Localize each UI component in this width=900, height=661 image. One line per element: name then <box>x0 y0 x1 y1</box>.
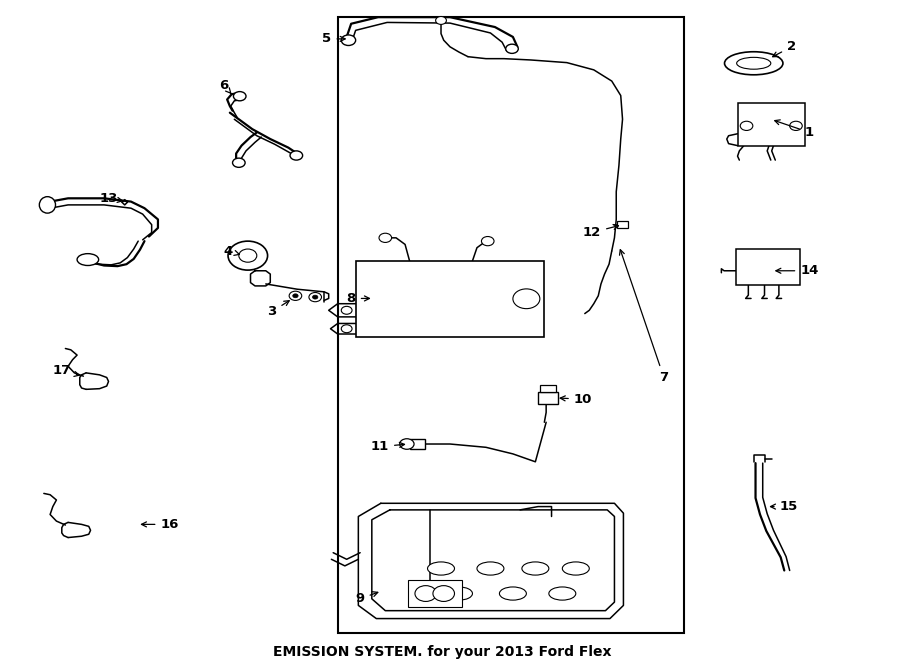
Bar <box>538 392 558 404</box>
Circle shape <box>379 233 392 243</box>
Text: EMISSION SYSTEM. for your 2013 Ford Flex: EMISSION SYSTEM. for your 2013 Ford Flex <box>274 644 626 658</box>
Circle shape <box>341 306 352 314</box>
Bar <box>408 580 462 607</box>
Bar <box>736 249 800 286</box>
Bar <box>617 221 628 228</box>
Ellipse shape <box>40 197 56 213</box>
Text: 13: 13 <box>99 192 123 205</box>
Circle shape <box>789 121 802 130</box>
Circle shape <box>506 44 518 54</box>
Ellipse shape <box>77 254 99 266</box>
Text: 12: 12 <box>583 225 618 239</box>
Text: 14: 14 <box>776 264 819 277</box>
Text: 3: 3 <box>267 301 289 318</box>
Ellipse shape <box>737 58 770 69</box>
Circle shape <box>433 586 454 602</box>
Ellipse shape <box>500 587 526 600</box>
Circle shape <box>238 249 256 262</box>
Circle shape <box>341 35 356 46</box>
Text: 16: 16 <box>141 518 179 531</box>
Ellipse shape <box>724 52 783 75</box>
Text: 2: 2 <box>773 40 796 57</box>
Bar <box>738 103 805 145</box>
Circle shape <box>232 158 245 167</box>
Circle shape <box>341 325 352 332</box>
Ellipse shape <box>522 562 549 575</box>
Text: 10: 10 <box>560 393 592 406</box>
Text: 5: 5 <box>322 32 346 46</box>
Ellipse shape <box>549 587 576 600</box>
Circle shape <box>290 151 302 160</box>
Ellipse shape <box>477 562 504 575</box>
Text: 17: 17 <box>53 364 79 377</box>
Circle shape <box>436 17 446 24</box>
Circle shape <box>233 92 246 101</box>
Circle shape <box>309 293 321 301</box>
Bar <box>338 17 684 633</box>
Circle shape <box>312 295 318 299</box>
Text: 15: 15 <box>770 500 798 513</box>
Circle shape <box>513 289 540 309</box>
Text: 6: 6 <box>219 79 231 94</box>
Text: 4: 4 <box>223 245 239 258</box>
Circle shape <box>415 586 436 602</box>
Bar <box>410 440 425 449</box>
Bar <box>540 385 556 392</box>
Ellipse shape <box>428 562 454 575</box>
Circle shape <box>400 439 414 449</box>
Text: 7: 7 <box>619 250 669 384</box>
Bar <box>356 261 544 336</box>
Ellipse shape <box>446 587 472 600</box>
Ellipse shape <box>562 562 590 575</box>
Circle shape <box>482 237 494 246</box>
Text: 11: 11 <box>371 440 404 453</box>
Circle shape <box>289 292 302 300</box>
Circle shape <box>228 241 267 270</box>
Circle shape <box>741 121 752 130</box>
Text: 1: 1 <box>775 120 814 139</box>
Text: 9: 9 <box>356 592 378 605</box>
Text: 8: 8 <box>346 292 369 305</box>
Circle shape <box>292 294 298 297</box>
